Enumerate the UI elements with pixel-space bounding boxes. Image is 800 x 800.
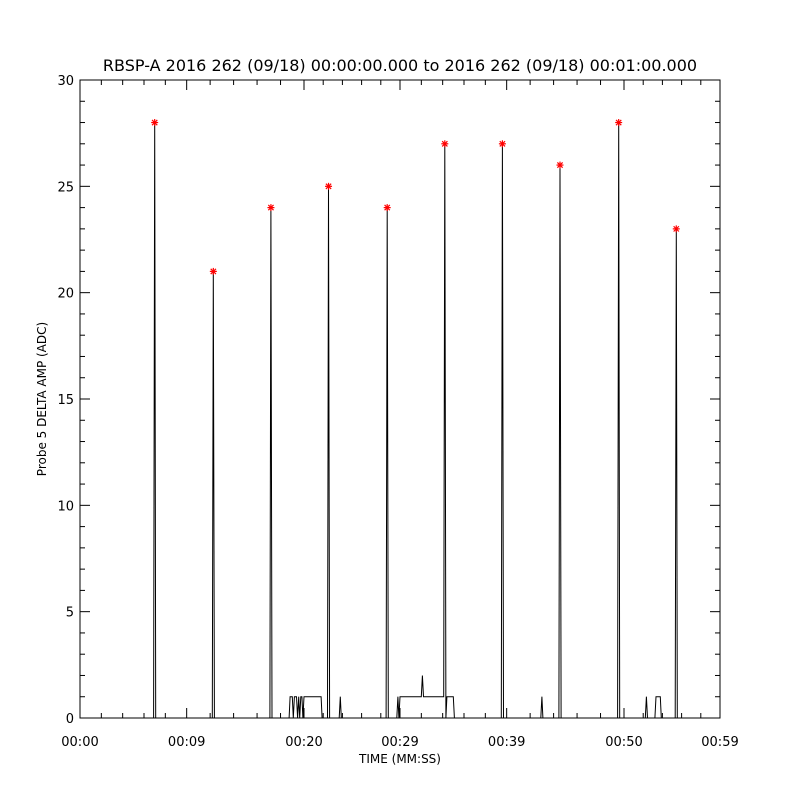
peak-marker <box>672 225 680 233</box>
plot-frame <box>79 79 721 719</box>
x-tick-label: 00:39 <box>488 735 525 750</box>
y-tick-label: 15 <box>57 393 74 408</box>
x-axis-title: TIME (MM:SS) <box>358 752 441 766</box>
peak-marker <box>498 140 506 148</box>
y-tick-label: 25 <box>57 180 74 195</box>
x-tick-label: 00:29 <box>381 735 418 750</box>
y-tick-label: 30 <box>57 74 74 89</box>
axis-ticks <box>79 79 721 719</box>
peak-marker <box>151 119 159 127</box>
peak-markers <box>151 119 680 275</box>
x-tick-label: 00:00 <box>61 735 98 750</box>
y-tick-label: 5 <box>66 606 74 621</box>
peak-marker <box>267 204 275 212</box>
series-line <box>80 122 720 719</box>
peak-marker <box>325 182 333 190</box>
peak-marker <box>615 119 623 127</box>
y-tick-label: 20 <box>57 287 74 302</box>
y-tick-labels: 0 5 10 15 20 25 30 <box>57 74 74 727</box>
x-tick-label: 00:50 <box>605 735 642 750</box>
chart-title: RBSP-A 2016 262 (09/18) 00:00:00.000 to … <box>103 56 697 75</box>
peak-marker <box>209 267 217 275</box>
peak-marker <box>441 140 449 148</box>
x-tick-label: 00:59 <box>701 735 738 750</box>
x-tick-label: 00:09 <box>168 735 205 750</box>
x-tick-label: 00:20 <box>285 735 322 750</box>
x-tick-labels: 00:00 00:09 00:20 00:29 00:39 00:50 00:59 <box>61 735 738 750</box>
data-series <box>80 122 720 719</box>
y-axis-title: Probe 5 DELTA AMP (ADC) <box>35 322 49 476</box>
peak-marker <box>556 161 564 169</box>
y-tick-label: 10 <box>57 499 74 514</box>
y-tick-label: 0 <box>66 712 74 727</box>
peak-marker <box>383 204 391 212</box>
